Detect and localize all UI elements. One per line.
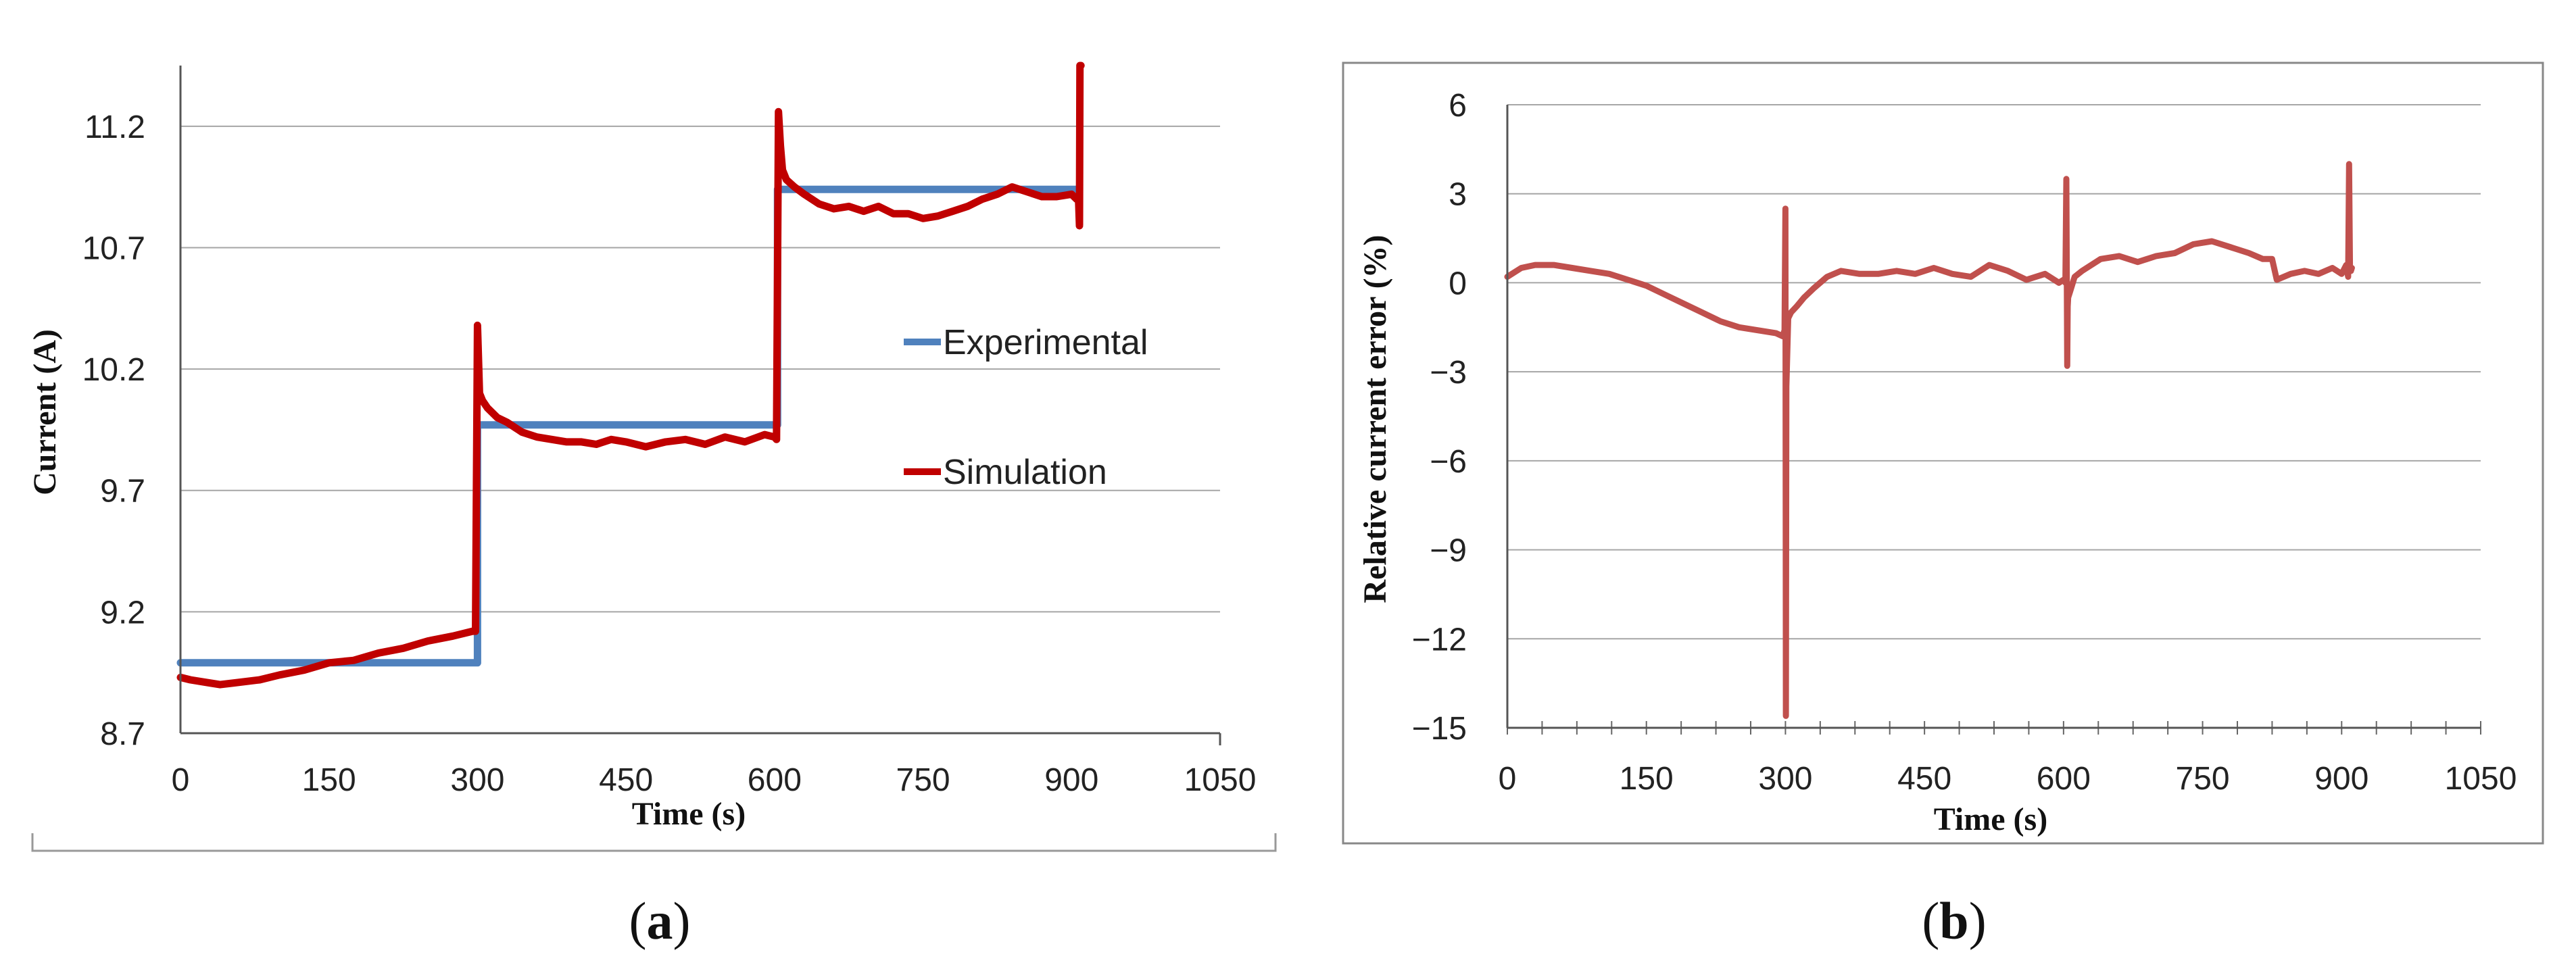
chart-panel-b: 0 150 300 450 600 750 900 1050 −15−12−9−6−3036 … bbox=[1342, 61, 2544, 845]
series-simulation bbox=[176, 61, 1085, 689]
chart-a-x-tick-label: 450 bbox=[599, 762, 653, 798]
chart-b-y-tick-label: 0 bbox=[1449, 266, 1467, 301]
chart-a-legend: Experimental Simulation bbox=[904, 323, 1148, 492]
chart-a-x-tick-label: 750 bbox=[896, 762, 950, 798]
chart-b-x-tick-label: 0 bbox=[1499, 761, 1517, 797]
chart-a-y-tick-label: 8.7 bbox=[100, 716, 145, 752]
chart-b-x-tick-label: 450 bbox=[1897, 761, 1951, 797]
chart-b-frame bbox=[1342, 61, 2544, 845]
chart-b-x-tick-label: 750 bbox=[2176, 761, 2230, 797]
chart-b-x-tick-label: 300 bbox=[1758, 761, 1812, 797]
chart-a-x-axis-title: Time (s) bbox=[632, 796, 746, 832]
series-relative-current-error bbox=[1504, 161, 2355, 719]
chart-panel-a: 0 150 300 450 600 750 900 1050 8.7 9.2 9.7 10.2 10.… bbox=[27, 61, 1278, 852]
legend-experimental-label: Experimental bbox=[943, 323, 1148, 362]
chart-a-x-tick-label: 150 bbox=[302, 762, 356, 798]
chart-b-y-tick-label: −12 bbox=[1412, 622, 1467, 658]
chart-a-y-tick-label: 10.7 bbox=[82, 230, 145, 266]
chart-a-x-tick-label: 900 bbox=[1044, 762, 1098, 798]
chart-a-y-tick-label: 11.2 bbox=[84, 109, 145, 145]
chart-a-y-tick-label: 9.7 bbox=[100, 474, 145, 510]
chart-b-x-axis-title: Time (s) bbox=[1934, 801, 2047, 837]
chart-b-y-tick-label: −6 bbox=[1430, 444, 1467, 480]
chart-b-y-tick-label: 3 bbox=[1449, 177, 1467, 213]
chart-a-x-tick-label: 300 bbox=[450, 762, 504, 798]
chart-a-y-axis-title: Current (A) bbox=[27, 329, 63, 495]
chart-b-y-tick-label: −3 bbox=[1430, 355, 1467, 391]
chart-b-x-tick-label: 900 bbox=[2314, 761, 2368, 797]
chart-b-y-tick-label: 6 bbox=[1449, 88, 1467, 124]
chart-b-x-tick-label: 150 bbox=[1620, 761, 1674, 797]
panel-label-a: (a) bbox=[629, 891, 691, 950]
panel-label-b: (b) bbox=[1922, 891, 1986, 950]
chart-a-x-tick-label: 600 bbox=[748, 762, 802, 798]
legend-simulation-label: Simulation bbox=[943, 453, 1107, 492]
chart-a-x-tick-label: 0 bbox=[172, 762, 190, 798]
chart-a-y-tick-label: 10.2 bbox=[82, 352, 145, 388]
chart-b-y-tick-label: −15 bbox=[1412, 711, 1467, 747]
chart-b-y-tick-label: −9 bbox=[1430, 533, 1467, 569]
chart-b-y-axis-title: Relative current error (%) bbox=[1357, 234, 1393, 603]
chart-b-x-tick-label: 600 bbox=[2037, 761, 2091, 797]
chart-a-y-tick-label: 9.2 bbox=[100, 595, 145, 630]
chart-a-x-tick-label: 1050 bbox=[1184, 762, 1257, 798]
chart-b-x-tick-label: 1050 bbox=[2445, 761, 2517, 797]
